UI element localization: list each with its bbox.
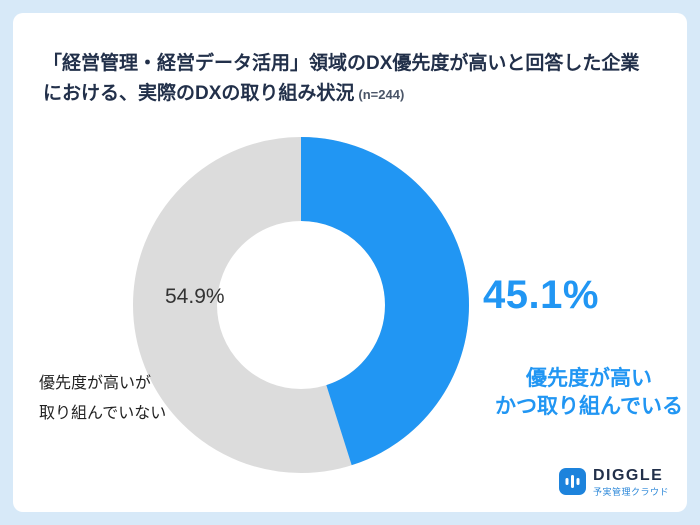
donut-segment-blue	[133, 137, 469, 473]
gray-segment-label: 優先度が高いが 取り組んでいない	[39, 369, 166, 430]
gray-segment-label-line1: 優先度が高いが	[39, 375, 152, 392]
blue-segment-label: 優先度が高い かつ取り組んでいる	[475, 365, 700, 422]
logo-tagline: 予実管理クラウド	[592, 487, 669, 498]
donut-chart	[131, 135, 471, 475]
chart-title-line1: 「経営管理・経営データ活用」領域のDX優先度が高いと回答した企業	[43, 53, 640, 74]
gray-segment-label-line2: 取り組んでいない	[39, 405, 167, 423]
logo-text: DIGGLE 予実管理クラウド	[593, 466, 669, 498]
chart-card: 「経営管理・経営データ活用」領域のDX優先度が高いと回答した企業 における、実際…	[13, 13, 687, 512]
blue-percent-label: 45.1%	[483, 273, 599, 317]
diggle-logo-icon	[558, 468, 586, 496]
chart-title: 「経営管理・経営データ活用」領域のDX優先度が高いと回答した企業 における、実際…	[43, 49, 663, 110]
blue-segment-label-line2: かつ取り組んでいる	[495, 395, 683, 419]
donut-svg	[133, 137, 469, 473]
diggle-logo: DIGGLE 予実管理クラウド	[558, 466, 669, 498]
gray-percent-label: 54.9%	[165, 285, 225, 308]
blue-segment-label-line1: 優先度が高い	[526, 367, 652, 390]
logo-wordmark: DIGGLE	[592, 467, 664, 485]
sample-size: (n=244)	[358, 87, 405, 103]
chart-title-line2: における、実際のDXの取り組み状況	[43, 83, 355, 105]
